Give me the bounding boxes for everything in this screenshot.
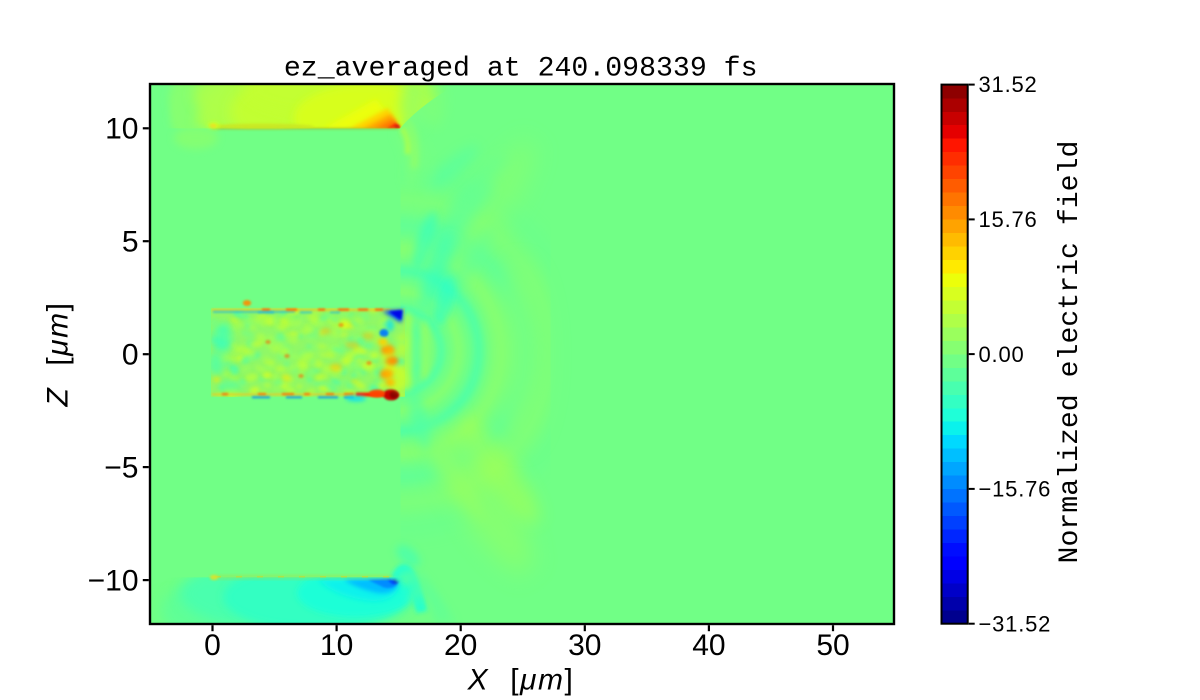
svg-text:5: 5: [122, 226, 139, 259]
svg-text:40: 40: [692, 629, 725, 662]
svg-text:30: 30: [568, 629, 601, 662]
svg-text:Normalized electric field: Normalized electric field: [1055, 141, 1086, 564]
svg-text:−31.52: −31.52: [979, 611, 1052, 636]
svg-text:0.00: 0.00: [979, 342, 1025, 367]
svg-text:−5: −5: [104, 452, 138, 485]
svg-text:−10: −10: [88, 565, 139, 598]
svg-text:ez_averaged at 240.098339 fs: ez_averaged at 240.098339 fs: [284, 54, 758, 85]
svg-text:0: 0: [122, 339, 139, 372]
svg-text:10: 10: [105, 113, 138, 146]
svg-text:20: 20: [444, 629, 477, 662]
svg-text:Z[μm]: Z[μm]: [42, 302, 75, 408]
svg-text:10: 10: [320, 629, 353, 662]
svg-text:31.52: 31.52: [979, 72, 1038, 97]
svg-text:15.76: 15.76: [979, 207, 1038, 232]
svg-text:X[μm]: X [μm]: [467, 664, 575, 697]
svg-text:50: 50: [816, 629, 849, 662]
svg-text:−15.76: −15.76: [979, 477, 1052, 502]
svg-text:0: 0: [204, 629, 221, 662]
